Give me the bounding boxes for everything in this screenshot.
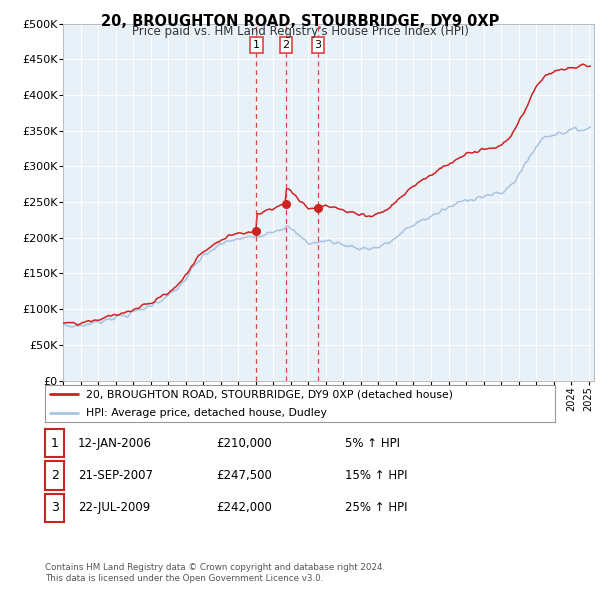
Text: 1: 1	[253, 40, 260, 50]
Text: 22-JUL-2009: 22-JUL-2009	[78, 502, 150, 514]
Text: Price paid vs. HM Land Registry's House Price Index (HPI): Price paid vs. HM Land Registry's House …	[131, 25, 469, 38]
Text: Contains HM Land Registry data © Crown copyright and database right 2024.: Contains HM Land Registry data © Crown c…	[45, 563, 385, 572]
Text: £210,000: £210,000	[216, 437, 272, 450]
Text: 3: 3	[50, 502, 59, 514]
Text: £242,000: £242,000	[216, 502, 272, 514]
Text: 15% ↑ HPI: 15% ↑ HPI	[345, 469, 407, 482]
Text: 2: 2	[50, 469, 59, 482]
Text: 21-SEP-2007: 21-SEP-2007	[78, 469, 153, 482]
Text: 5% ↑ HPI: 5% ↑ HPI	[345, 437, 400, 450]
Text: HPI: Average price, detached house, Dudley: HPI: Average price, detached house, Dudl…	[86, 408, 326, 418]
Text: 20, BROUGHTON ROAD, STOURBRIDGE, DY9 0XP: 20, BROUGHTON ROAD, STOURBRIDGE, DY9 0XP	[101, 14, 499, 28]
Text: 2: 2	[283, 40, 290, 50]
Text: This data is licensed under the Open Government Licence v3.0.: This data is licensed under the Open Gov…	[45, 574, 323, 583]
Text: 1: 1	[50, 437, 59, 450]
Text: £247,500: £247,500	[216, 469, 272, 482]
Text: 25% ↑ HPI: 25% ↑ HPI	[345, 502, 407, 514]
Text: 12-JAN-2006: 12-JAN-2006	[78, 437, 152, 450]
Text: 20, BROUGHTON ROAD, STOURBRIDGE, DY9 0XP (detached house): 20, BROUGHTON ROAD, STOURBRIDGE, DY9 0XP…	[86, 389, 453, 399]
Text: 3: 3	[314, 40, 322, 50]
